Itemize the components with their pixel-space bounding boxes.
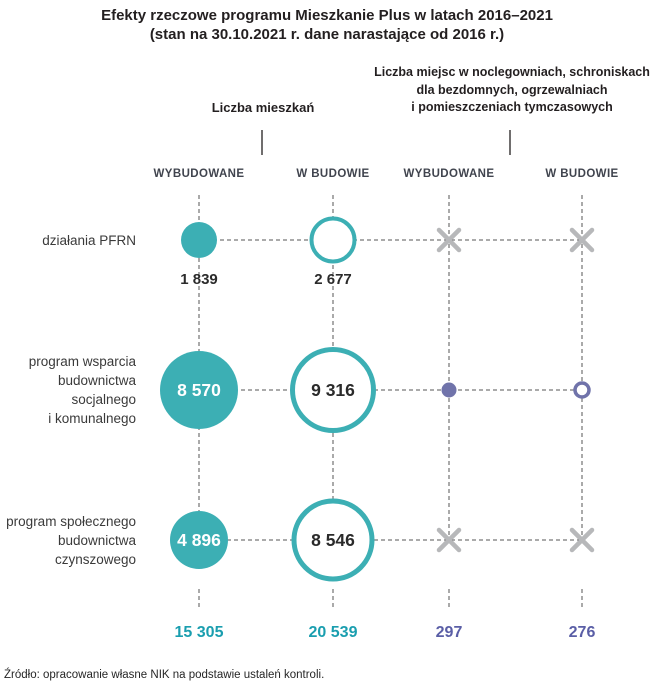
bubble-spolecznego-wybudowane [170,511,228,569]
value-label-wsparcia-wybudowane: 8 570 [177,380,221,400]
x-mark-spolecznego-miejsca-w-budowie [569,527,595,553]
row-label-spolecznego-line1: program społecznego [6,514,136,529]
x-mark-pfrn-miejsca-w-budowie [569,227,595,253]
chart-subtitle: (stan na 30.10.2021 r. dane narastające … [150,26,504,43]
row-label-wsparcia-line2: budownictwa [58,373,137,388]
group-header-mieszkania: Liczba mieszkań [212,100,315,115]
row-label-pfrn: działania PFRN [42,233,136,248]
value-label-pfrn-wybudowane: 1 839 [180,271,218,288]
row-label-wsparcia-line1: program wsparcia [29,354,137,369]
column-header-wybudowane-miejsca: WYBUDOWANE [404,168,495,180]
row-label-wsparcia-line3: socjalnego [71,392,136,407]
bubble-pfrn-wybudowane [181,222,217,258]
ring-wsparcia-miejsca-w-budowie [573,381,591,399]
row-label-spolecznego-line2: budownictwa [58,533,137,548]
group-header-noclegownie-line1: Liczba miejsc w noclegowniach, schronisk… [374,65,650,79]
total-mieszkania-wybudowane: 15 305 [175,624,224,641]
row-label-spolecznego-line3: czynszowego [55,552,136,567]
total-miejsca-wybudowane: 297 [436,624,463,641]
total-mieszkania-w-budowie: 20 539 [309,624,358,641]
value-label-spolecznego-w-budowie: 8 546 [311,530,355,550]
column-header-w-budowie-mieszkania: W BUDOWIE [296,168,369,180]
x-mark-pfrn-miejsca-wybudowane [436,227,462,253]
group-header-noclegownie-line2: dla bezdomnych, ogrzewalniach [416,83,607,97]
value-label-spolecznego-wybudowane: 4 896 [177,530,221,550]
chart-title: Efekty rzeczowe programu Mieszkanie Plus… [101,7,553,24]
x-mark-spolecznego-miejsca-wybudowane [436,527,462,553]
bubble-wsparcia-wybudowane [160,351,238,429]
column-header-w-budowie-miejsca: W BUDOWIE [545,168,618,180]
dot-wsparcia-miejsca-wybudowane [441,382,457,398]
gridlines [198,195,583,609]
row-label-wsparcia-line4: i komunalnego [48,411,136,426]
column-header-wybudowane-mieszkania: WYBUDOWANE [154,168,245,180]
value-label-pfrn-w-budowie: 2 677 [314,271,352,288]
bubble-pfrn-w-budowie [309,216,357,264]
value-label-wsparcia-w-budowie: 9 316 [311,380,355,400]
bubble-spolecznego-w-budowie [291,498,375,582]
source-note: Źródło: opracowanie własne NIK na podsta… [4,668,324,681]
group-header-noclegownie-line3: i pomieszczeniach tymczasowych [411,100,612,114]
bubble-wsparcia-w-budowie [290,347,376,433]
total-miejsca-w-budowie: 276 [569,624,596,641]
